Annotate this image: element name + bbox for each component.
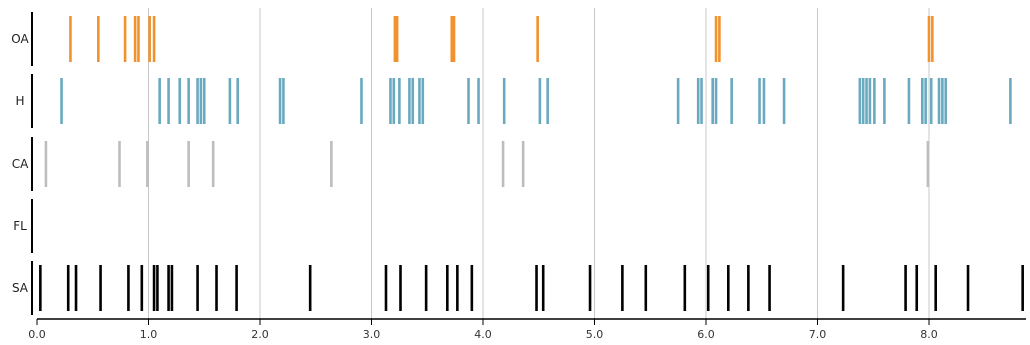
- row-oa: OA: [11, 12, 934, 66]
- row-label: SA: [12, 281, 29, 295]
- x-tick-label: 3.0: [363, 328, 381, 341]
- row-sa: SA: [12, 261, 1024, 315]
- x-tick-label: 4.0: [474, 328, 492, 341]
- row-fl: FL: [13, 199, 33, 253]
- x-tick-label: 8.0: [920, 328, 938, 341]
- x-tick-label: 6.0: [697, 328, 715, 341]
- x-tick-label: 0.0: [28, 328, 46, 341]
- row-label: CA: [12, 157, 29, 171]
- row-label: FL: [13, 219, 27, 233]
- row-ca: CA: [12, 137, 930, 191]
- x-axis: 0.0 1.0 2.0 3.0 4.0 5.0 6.0 7.0 8.0: [28, 318, 1026, 341]
- row-label: OA: [11, 32, 29, 46]
- x-tick-label: 1.0: [140, 328, 158, 341]
- x-tick-label: 5.0: [586, 328, 604, 341]
- event-rows: OA H CA FL SA: [11, 12, 1024, 315]
- x-tick-label: 2.0: [251, 328, 269, 341]
- x-tick-label: 7.0: [809, 328, 827, 341]
- row-label: H: [15, 94, 24, 108]
- row-h: H: [15, 74, 1012, 128]
- grid-lines: [148, 8, 930, 319]
